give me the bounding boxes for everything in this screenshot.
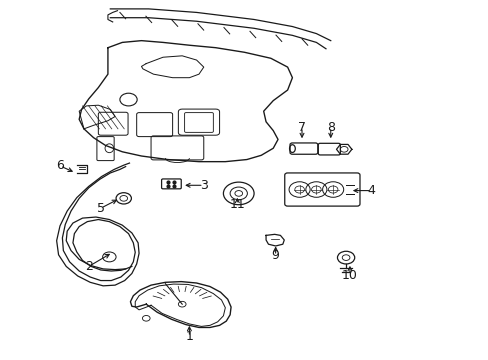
Text: 3: 3 xyxy=(200,179,207,192)
Text: 6: 6 xyxy=(56,159,64,172)
Text: 1: 1 xyxy=(185,330,193,343)
Text: 2: 2 xyxy=(84,260,93,273)
Text: 8: 8 xyxy=(326,121,334,134)
Text: 4: 4 xyxy=(367,184,375,197)
Text: 10: 10 xyxy=(341,269,357,282)
Text: 11: 11 xyxy=(229,198,244,211)
Text: 5: 5 xyxy=(97,202,104,215)
Text: 7: 7 xyxy=(297,121,305,134)
Text: 9: 9 xyxy=(271,249,279,262)
